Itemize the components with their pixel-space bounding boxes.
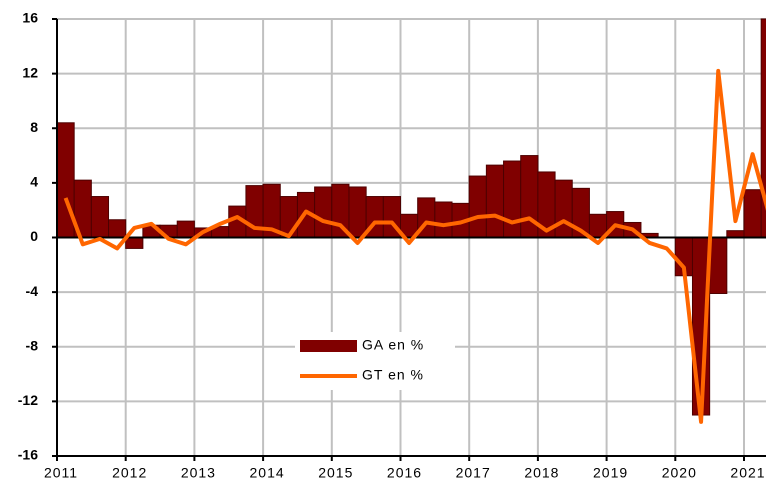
bar [434,201,453,238]
x-tick-label: 2018 [524,465,559,481]
bar [743,189,762,238]
bar [709,237,728,294]
x-tick-label: 2021 [730,465,765,481]
legend-swatch [300,340,357,352]
bar [108,219,127,238]
x-tick-label: 2014 [250,465,285,481]
bar [125,237,144,249]
bar [468,175,487,238]
bar [279,196,298,238]
bar [760,18,766,238]
bar [314,186,333,239]
y-tick-label: -16 [18,447,38,463]
line [63,68,766,424]
y-tick-label: -12 [18,392,38,408]
bar [726,230,745,238]
bar [348,186,367,239]
y-tick-label: 12 [22,64,38,80]
x-tick-label: 2016 [387,465,422,481]
legend-label: GA en % [362,337,424,353]
y-tick-label: 16 [22,10,38,26]
y-tick-label: 4 [30,174,38,190]
x-tick-label: 2017 [456,465,491,481]
x-tick-label: 2019 [593,465,628,481]
legend: GA en % GT en % [295,332,455,390]
bar [485,164,505,238]
x-tick-label: 2011 [44,465,78,481]
bar [176,220,195,239]
y-tick-label: 8 [30,119,38,135]
y-tick-label: -4 [26,283,39,299]
bar [503,160,522,238]
y-tick-label: 0 [30,228,38,244]
x-tick-label: 2015 [318,465,353,481]
x-tick-label: 2013 [181,465,216,481]
x-tick-label: 2012 [112,465,147,481]
bar [520,155,539,238]
bar [554,179,573,239]
bar [90,196,110,238]
x-tick-label: 2020 [662,465,697,481]
bar [56,122,75,238]
y-tick-label: -8 [26,337,39,353]
legend-label: GT en % [362,367,424,383]
